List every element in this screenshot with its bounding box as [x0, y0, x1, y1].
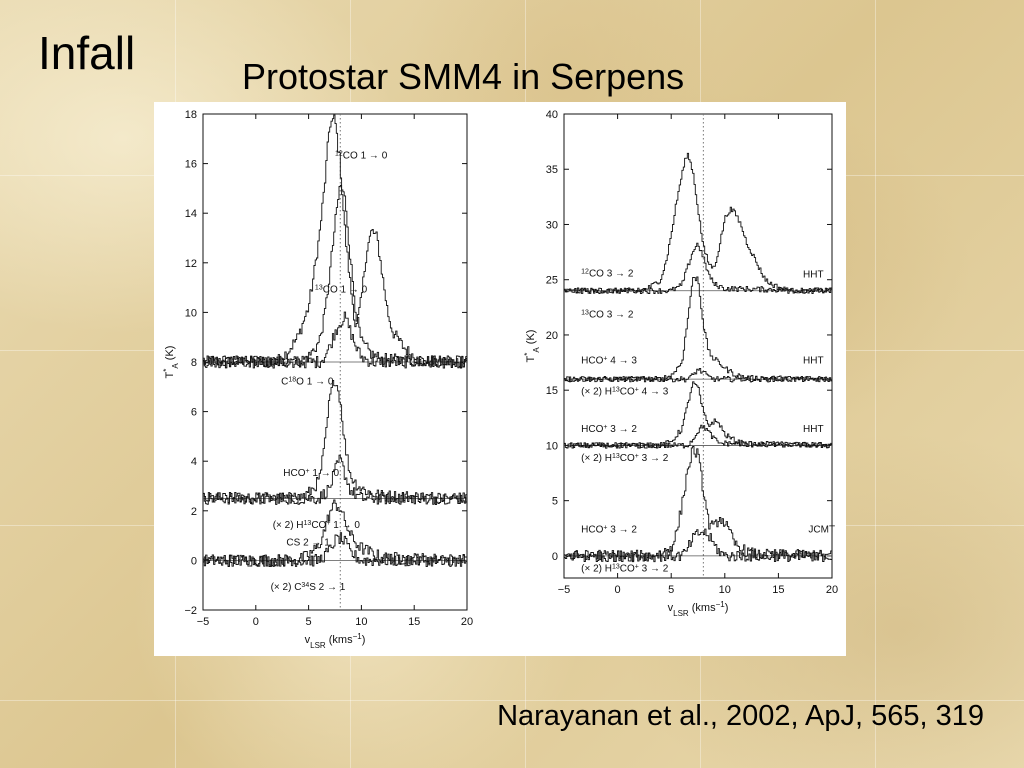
y-axis-label: T*A (K): [523, 330, 541, 363]
spectrum-line-left-6: [203, 532, 467, 568]
spectrum-line-right-3: [564, 367, 832, 383]
y-axis-label: T*A (K): [162, 346, 180, 379]
transition-label: C18O 1 → 0: [281, 376, 334, 388]
spectrum-line-right-5: [564, 424, 832, 449]
spectra-figure-svg: −5 0 5 10 15 20 −2 0 2 4 6 8 10 12 14 16 18 12CO 1 → 0 13C…: [162, 109, 839, 650]
transition-label: HCO+ 3 → 2: [581, 424, 637, 436]
y-tick-label: 35: [546, 164, 558, 176]
y-tick-label: 15: [546, 385, 558, 397]
y-tick-label: 16: [185, 159, 197, 171]
x-tick-label: −5: [558, 584, 571, 596]
transition-label: (× 2) H13CO+ 3 → 2: [581, 452, 669, 464]
x-tick-label: 5: [668, 584, 674, 596]
y-tick-label: 0: [191, 555, 197, 567]
y-tick-label: 0: [552, 551, 558, 563]
x-tick-label: 15: [408, 616, 420, 628]
tile-seam: [875, 0, 876, 768]
transition-label: HHT: [803, 424, 824, 435]
y-tick-label: 25: [546, 275, 558, 287]
x-tick-label: 10: [355, 616, 367, 628]
y-tick-label: 2: [191, 506, 197, 518]
tile-seam: [0, 700, 1024, 701]
transition-label: 12CO 1 → 0: [335, 150, 388, 162]
transition-label: 12CO 3 → 2: [581, 268, 634, 280]
transition-label: (× 2) H13CO+ 4 → 3: [581, 386, 669, 398]
right-panel: −5 0 5 10 15 20 0 5 10 15 20 25 30 35 40 12CO 3 → 2 HHT 1…: [523, 109, 839, 618]
y-tick-label: 30: [546, 219, 558, 231]
y-tick-label: −2: [184, 605, 197, 617]
x-tick-label: 20: [461, 616, 473, 628]
spectrum-line-left-5: [203, 499, 467, 568]
x-tick-label: −5: [197, 616, 210, 628]
y-tick-label: 5: [552, 496, 558, 508]
transition-label: 13CO 3 → 2: [581, 309, 634, 321]
transition-label: (× 2) C34S 2 → 1: [271, 582, 346, 594]
x-axis-label: vLSR (kms−1): [668, 600, 729, 618]
y-tick-label: 40: [546, 109, 558, 121]
transition-label: HCO+ 1 → 0: [283, 468, 339, 480]
figure-title: Protostar SMM4 in Serpens: [242, 56, 685, 97]
spectrum-line-right-7: [564, 528, 832, 563]
y-tick-label: 20: [546, 330, 558, 342]
y-tick-label: 10: [546, 440, 558, 452]
x-tick-label: 0: [253, 616, 259, 628]
left-panel: −5 0 5 10 15 20 −2 0 2 4 6 8 10 12 14 16 18 12CO 1 → 0 13C…: [162, 109, 474, 650]
x-tick-label: 15: [772, 584, 784, 596]
spectrum-line-left-0: [203, 114, 467, 369]
transition-label: 13CO 1 → 0: [315, 284, 368, 296]
transition-label: JCMT: [808, 525, 835, 536]
x-tick-label: 20: [826, 584, 838, 596]
x-tick-label: 10: [719, 584, 731, 596]
x-tick-label: 0: [615, 584, 621, 596]
spectrum-line-left-3: [203, 379, 467, 505]
transition-label: HHT: [803, 270, 824, 281]
y-tick-label: 18: [185, 109, 197, 121]
slide-title: Infall: [38, 27, 136, 79]
spectrum-line-left-2: [203, 311, 467, 369]
y-tick-label: 4: [191, 456, 197, 468]
y-tick-label: 12: [185, 258, 197, 270]
transition-label: CS 2 → 1: [286, 538, 330, 549]
transition-label: HCO+ 4 → 3: [581, 355, 637, 367]
spectrum-line-right-1: [564, 242, 832, 294]
transition-label: (× 2) H13CO+ 1 → 0: [273, 520, 361, 532]
y-tick-label: 14: [185, 208, 197, 220]
x-tick-label: 5: [306, 616, 312, 628]
y-tick-label: 8: [191, 357, 197, 369]
transition-label: HHT: [803, 356, 824, 367]
transition-label: HCO+ 3 → 2: [581, 524, 637, 536]
citation: Narayanan et al., 2002, ApJ, 565, 319: [497, 700, 984, 732]
transition-label: (× 2) H13CO+ 3 → 2: [581, 563, 669, 575]
spectrum-line-right-6: [564, 446, 832, 562]
spectra-figure: −5 0 5 10 15 20 −2 0 2 4 6 8 10 12 14 16 18 12CO 1 → 0 13C…: [154, 102, 846, 656]
y-tick-label: 6: [191, 407, 197, 419]
y-tick-label: 10: [185, 307, 197, 319]
x-axis-label: vLSR (kms−1): [305, 632, 366, 650]
plot-frame: [563, 113, 833, 579]
spectrum-line-left-4: [203, 454, 467, 505]
